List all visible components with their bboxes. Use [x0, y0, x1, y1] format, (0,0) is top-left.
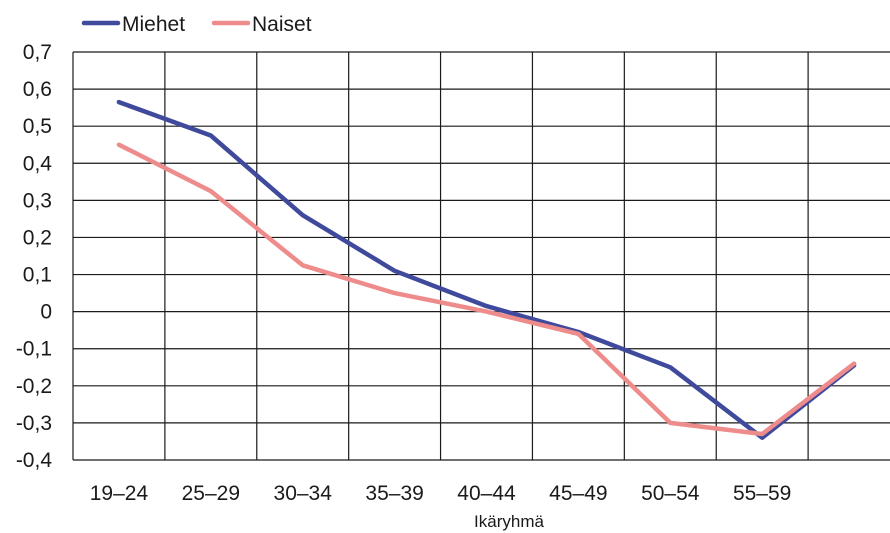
legend-label-miehet: Miehet [122, 13, 185, 36]
y-tick-label: -0,2 [16, 375, 52, 398]
y-tick-label: 0 [40, 301, 52, 324]
series-line-naiset [116, 142, 857, 437]
y-tick-label: 0,3 [23, 189, 52, 212]
y-tick-label: 0,5 [23, 115, 52, 138]
series-line-miehet [116, 99, 857, 440]
y-tick-label: -0,4 [16, 449, 53, 472]
y-tick-label: 0,6 [23, 78, 52, 101]
x-tick-label: 30–34 [274, 482, 333, 505]
x-tick-label: 55–59 [733, 482, 791, 505]
x-tick-label: 19–24 [90, 482, 149, 505]
x-tick-label: 25–29 [182, 482, 240, 505]
y-axis-ticks: 0,7 0,6 0,5 0,4 0,3 0,2 0,1 0 -0,1 -0,2 -0,3 -0,4 [16, 41, 53, 472]
series-lines [116, 99, 857, 440]
y-tick-label: 0,7 [23, 41, 52, 64]
y-tick-label: 0,1 [23, 264, 52, 287]
y-tick-label: -0,1 [16, 338, 52, 361]
legend: Miehet Naiset [81, 13, 312, 36]
legend-label-naiset: Naiset [252, 13, 312, 36]
y-tick-label: -0,3 [16, 412, 52, 435]
x-tick-label: 40–44 [457, 482, 516, 505]
grid [72, 51, 890, 461]
y-tick-label: 0,4 [23, 152, 53, 175]
x-axis-ticks: 19–24 25–29 30–34 35–39 40–44 45–49 50–54 55–59 [90, 482, 792, 505]
x-axis-title: Ikäryhmä [474, 512, 544, 531]
y-tick-label: 0,2 [23, 226, 52, 249]
x-tick-label: 45–49 [549, 482, 607, 505]
x-tick-label: 50–54 [641, 482, 700, 505]
x-tick-label: 35–39 [365, 482, 423, 505]
